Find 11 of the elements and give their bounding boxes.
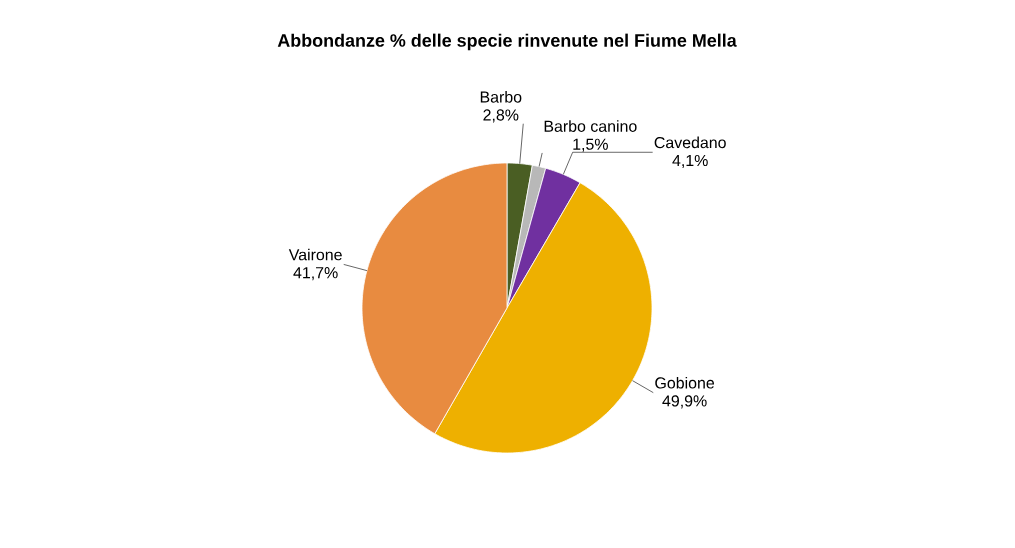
data-label: 4,1% xyxy=(672,154,708,169)
slice-label: Barbo canino xyxy=(544,120,637,132)
chart-title: Abbondanze % delle specie rinvenute nel Fiume Mella xyxy=(277,33,737,51)
slice-label: Vairone xyxy=(288,248,342,261)
slice-label: Cavedano xyxy=(654,136,726,149)
data-label: 1,5% xyxy=(573,138,608,152)
data-label: 41,7% xyxy=(293,267,338,281)
data-label: 49,9% xyxy=(662,395,707,409)
data-label: 2,8% xyxy=(483,109,519,123)
slice-label: Gobione xyxy=(655,376,715,389)
slice-label: Barbo xyxy=(480,91,522,103)
